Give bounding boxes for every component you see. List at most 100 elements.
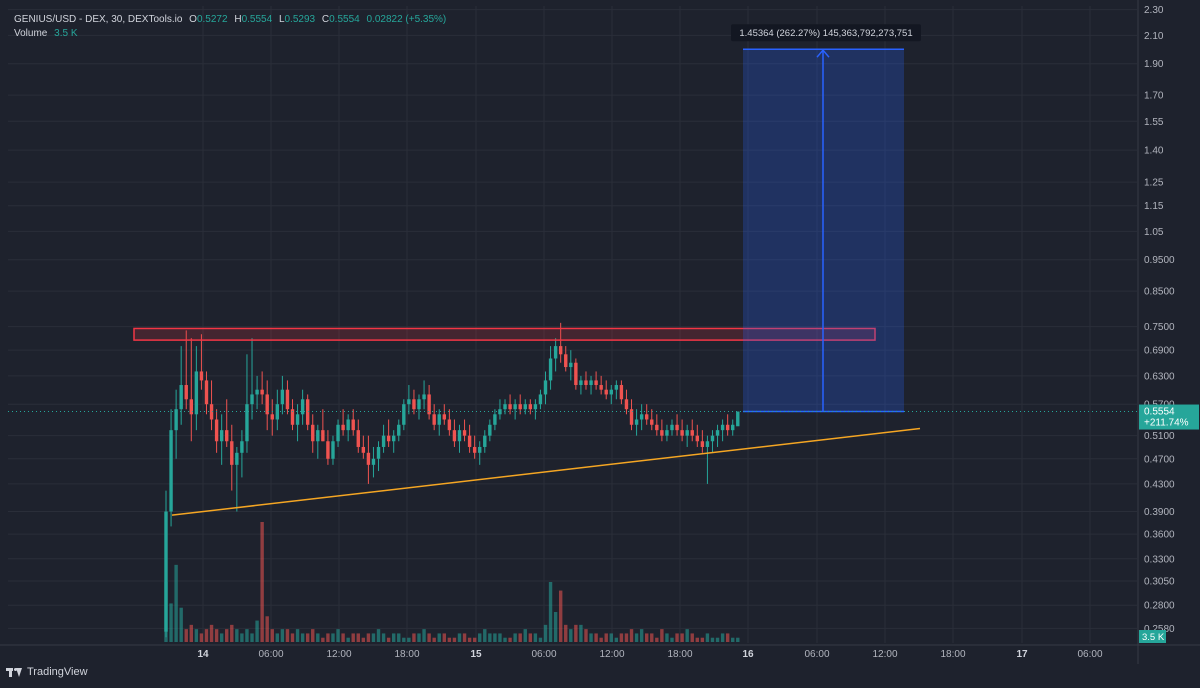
candle-body — [655, 424, 659, 431]
candle-body — [290, 409, 295, 425]
candle-body — [614, 385, 619, 390]
candle-body — [604, 389, 608, 395]
volume-bar — [538, 637, 543, 642]
candle-body — [513, 404, 517, 410]
volume-bar — [533, 633, 538, 642]
candle-body — [725, 424, 730, 431]
y-tick-label: 0.7500 — [1144, 322, 1175, 333]
candle-body — [209, 404, 214, 420]
legend-ohlc-row: GENIUS/USD - DEX, 30, DEXTools.io O0.527… — [14, 14, 446, 26]
volume-bar — [513, 633, 517, 642]
volume-bar — [447, 637, 452, 642]
candle-body — [558, 346, 563, 355]
volume-bar — [478, 633, 482, 642]
volume-bar — [366, 633, 371, 642]
y-tick-label: 1.55 — [1144, 117, 1164, 128]
candle-body — [665, 430, 669, 436]
volume-bar — [518, 633, 522, 642]
volume-bar — [650, 633, 654, 642]
y-tick-label: 0.4700 — [1144, 454, 1175, 465]
close-value: 0.5554 — [329, 14, 360, 25]
y-tick-label: 0.9500 — [1144, 255, 1175, 266]
candle-body — [690, 430, 694, 436]
y-tick-label: 0.8500 — [1144, 287, 1175, 298]
candle-body — [452, 430, 457, 442]
candle-body — [624, 399, 629, 410]
x-tick-label: 16 — [742, 649, 754, 660]
volume-bar — [634, 633, 639, 642]
candle-body — [341, 424, 345, 431]
volume-axis-badge — [1139, 630, 1166, 643]
candle-body — [564, 354, 568, 368]
candle-body — [518, 404, 522, 410]
candle-body — [629, 409, 634, 425]
last-change-label: +211.74% — [1144, 418, 1189, 429]
volume-bar — [685, 629, 689, 642]
volume-bar — [564, 624, 568, 642]
y-tick-label: 0.6300 — [1144, 371, 1175, 382]
change-value: 0.02822 (+5.35%) — [366, 14, 447, 25]
candle-body — [366, 452, 371, 465]
candle-body — [594, 380, 598, 386]
candle-body — [528, 404, 533, 410]
candle-body — [634, 419, 639, 425]
volume-bar — [609, 633, 613, 642]
y-tick-label: 0.3050 — [1144, 577, 1175, 588]
volume-bar — [184, 629, 188, 642]
candle-body — [503, 404, 507, 410]
volume-bar — [442, 633, 446, 642]
candle-body — [478, 446, 482, 453]
y-tick-label: 1.40 — [1144, 146, 1164, 157]
volume-bar — [700, 637, 705, 642]
candle-body — [574, 362, 578, 386]
candle-body — [235, 452, 239, 465]
x-tick-label: 14 — [197, 649, 209, 660]
high-label: H — [234, 14, 242, 25]
candle-body — [710, 435, 715, 442]
candle-body — [250, 394, 254, 405]
candle-body — [219, 430, 224, 442]
candle-body — [326, 441, 330, 459]
open-label: O — [189, 14, 197, 25]
volume-bar — [452, 637, 457, 642]
volume-bar — [290, 633, 295, 642]
close-label: C — [321, 14, 330, 25]
volume-bar — [584, 629, 588, 642]
y-tick-label: 1.90 — [1144, 59, 1164, 70]
candle-body — [427, 394, 431, 415]
candle-body — [225, 430, 229, 442]
volume-bar — [346, 637, 350, 642]
candle-body — [331, 441, 335, 459]
candle-body — [533, 404, 538, 410]
volume-bar — [316, 633, 320, 642]
candle-body — [311, 424, 315, 442]
candle-body — [280, 389, 285, 405]
y-tick-label: 0.3300 — [1144, 554, 1175, 565]
volume-bar — [695, 637, 699, 642]
volume-bar — [417, 633, 421, 642]
candle-body — [483, 435, 487, 447]
x-tick-label: 12:00 — [326, 649, 351, 660]
x-tick-label: 15 — [470, 649, 482, 660]
candle-body — [437, 414, 441, 425]
volume-bar — [690, 633, 694, 642]
volume-bar — [189, 624, 193, 642]
brand-name: TradingView — [27, 666, 88, 678]
volume-bar — [493, 633, 497, 642]
y-tick-label: 0.6900 — [1144, 346, 1175, 357]
x-tick-label: 06:00 — [804, 649, 829, 660]
candle-body — [321, 430, 325, 442]
tradingview-branding[interactable]: TradingView — [6, 666, 88, 678]
volume-bar — [255, 620, 259, 642]
volume-bar — [645, 633, 649, 642]
volume-label: Volume — [14, 28, 48, 39]
candle-body — [189, 399, 193, 415]
candle-body — [204, 380, 209, 405]
volume-bar — [199, 633, 204, 642]
x-tick-label: 18:00 — [940, 649, 965, 660]
volume-bar — [402, 637, 406, 642]
volume-bar — [275, 633, 280, 642]
y-tick-label: 1.15 — [1144, 201, 1164, 212]
candle-body — [548, 358, 553, 381]
